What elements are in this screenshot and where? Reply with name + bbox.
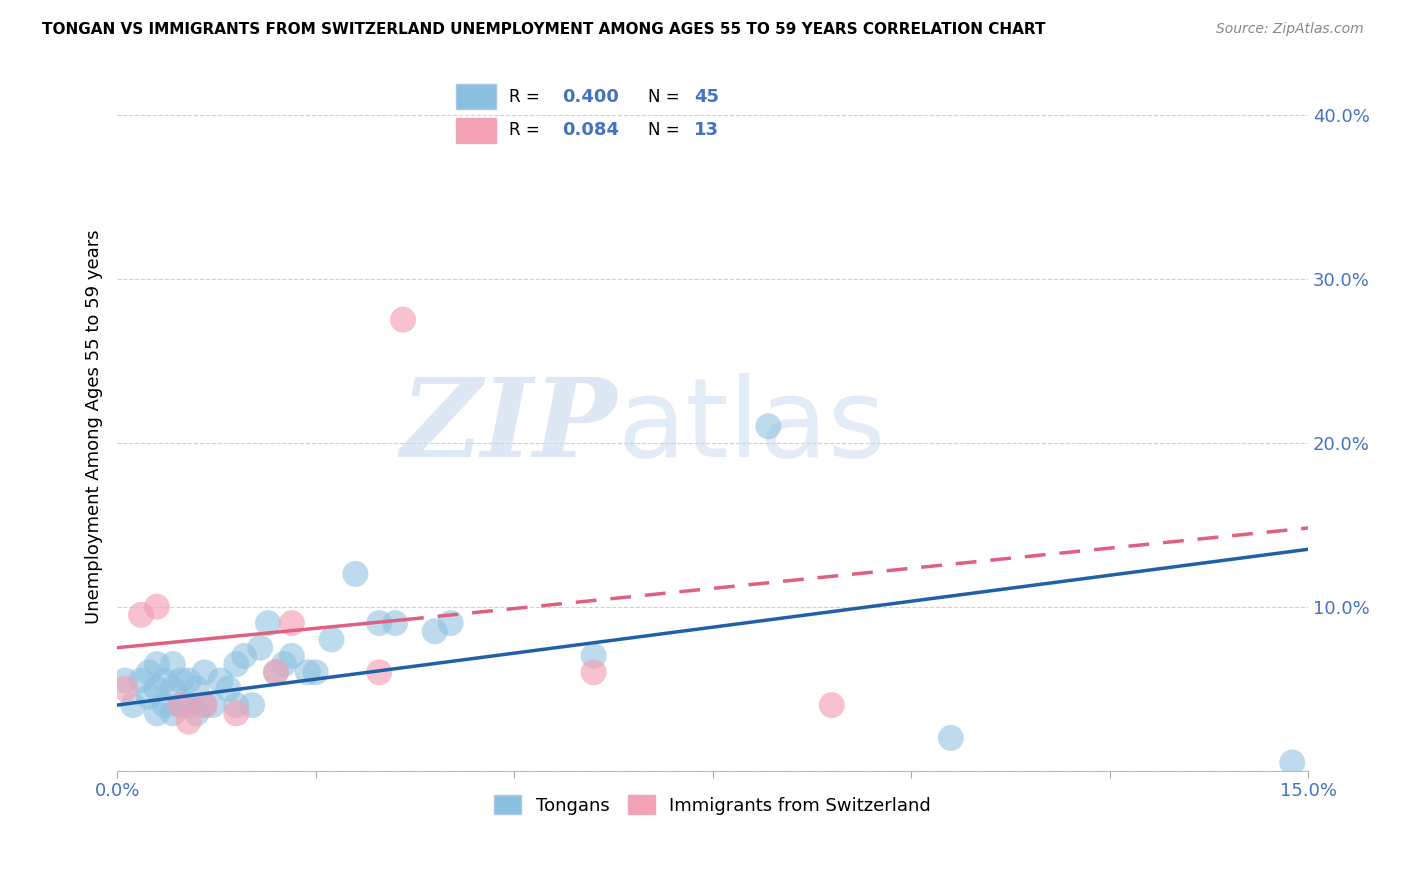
Point (273, 657, 295, 671)
Point (821, 698, 844, 712)
Point (122, 698, 145, 712)
Point (146, 706, 169, 721)
Point (186, 681, 208, 696)
Text: 0.084: 0.084 (562, 121, 619, 139)
Point (281, 648, 304, 663)
Text: TONGAN VS IMMIGRANTS FROM SWITZERLAND UNEMPLOYMENT AMONG AGES 55 TO 59 YEARS COR: TONGAN VS IMMIGRANTS FROM SWITZERLAND UN… (42, 22, 1046, 37)
Point (249, 640, 271, 655)
Point (162, 657, 184, 671)
Point (939, 731, 962, 745)
Legend: Tongans, Immigrants from Switzerland: Tongans, Immigrants from Switzerland (485, 786, 941, 823)
Point (384, 616, 406, 631)
Point (170, 698, 193, 712)
Point (153, 698, 176, 712)
Point (162, 681, 184, 696)
Point (440, 616, 463, 631)
Point (129, 673, 152, 688)
Point (114, 673, 136, 688)
Point (146, 599, 169, 614)
Point (257, 616, 280, 631)
Point (170, 673, 193, 688)
Point (1281, 756, 1303, 770)
Point (209, 673, 232, 688)
Point (170, 698, 193, 712)
Point (225, 706, 247, 721)
Point (193, 698, 215, 712)
FancyBboxPatch shape (456, 118, 496, 143)
Text: 45: 45 (695, 87, 718, 105)
Text: N =: N = (648, 121, 685, 139)
FancyBboxPatch shape (456, 84, 496, 109)
Point (368, 616, 391, 631)
Point (201, 698, 224, 712)
Point (146, 657, 169, 671)
Text: ZIP: ZIP (401, 373, 617, 480)
Point (114, 681, 136, 696)
Point (582, 665, 605, 680)
Point (138, 690, 160, 704)
Point (305, 665, 328, 680)
Point (217, 681, 239, 696)
Point (225, 698, 247, 712)
Text: 13: 13 (695, 121, 718, 139)
Point (240, 698, 263, 712)
Point (129, 607, 152, 622)
Point (162, 706, 184, 721)
Point (423, 624, 446, 639)
Point (177, 698, 200, 712)
Text: N =: N = (648, 87, 685, 105)
Point (193, 665, 215, 680)
Text: R =: R = (509, 121, 546, 139)
Point (321, 632, 343, 647)
Point (138, 665, 160, 680)
Text: atlas: atlas (617, 373, 886, 480)
Point (281, 616, 304, 631)
Point (368, 665, 391, 680)
Point (264, 665, 287, 680)
Point (392, 312, 415, 326)
Point (177, 673, 200, 688)
Point (186, 706, 208, 721)
Point (756, 419, 779, 434)
Point (225, 657, 247, 671)
Point (344, 566, 367, 581)
Text: R =: R = (509, 87, 546, 105)
Point (233, 648, 256, 663)
Point (146, 681, 169, 696)
Point (264, 665, 287, 680)
Text: Source: ZipAtlas.com: Source: ZipAtlas.com (1216, 22, 1364, 37)
Point (153, 673, 176, 688)
Text: 0.400: 0.400 (562, 87, 619, 105)
Point (193, 698, 215, 712)
Point (582, 648, 605, 663)
Point (177, 714, 200, 729)
Y-axis label: Unemployment Among Ages 55 to 59 years: Unemployment Among Ages 55 to 59 years (86, 229, 103, 624)
Point (297, 665, 319, 680)
